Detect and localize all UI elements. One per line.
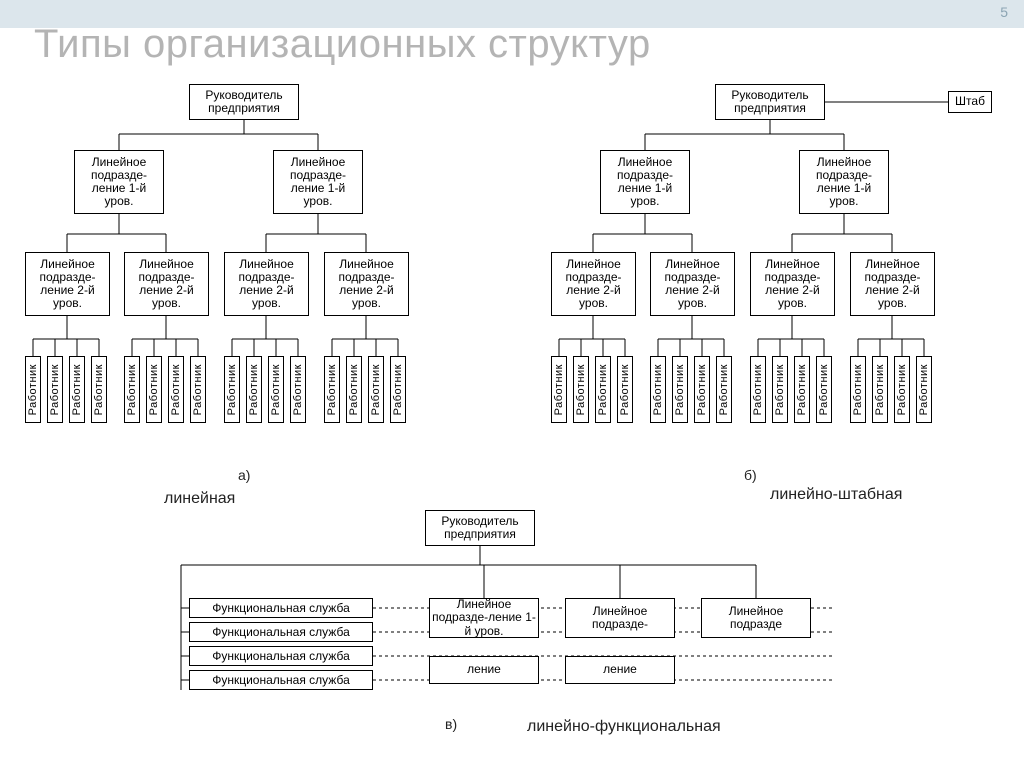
caption-c: линейно-функциональная [527,718,721,736]
worker-box: Работник [268,356,284,423]
worker-box: Работник [617,356,633,423]
worker-box: Работник [650,356,666,423]
l2-box: Линейное подразде-ление 2-й уров. [850,252,935,316]
tree-linear: Руководитель предприятия Линейное подраз… [14,84,474,494]
worker-box: Работник [69,356,85,423]
func-box: Функциональная служба [189,670,373,690]
caption-b: линейно-штабная [770,486,902,504]
worker-box: Работник [872,356,888,423]
head-box-c: Руководитель предприятия [425,510,535,546]
worker-box: Работник [772,356,788,423]
lin-box-bottom: ление [565,656,675,684]
func-box: Функциональная служба [189,646,373,666]
head-box: Руководитель предприятия [189,84,299,120]
letter-b: б) [744,467,757,483]
worker-box: Работник [146,356,162,423]
func-box: Функциональная служба [189,598,373,618]
worker-box: Работник [894,356,910,423]
lin-box-short: Линейное подразде [701,598,811,638]
l2-box: Линейное подразде-ление 2-й уров. [124,252,209,316]
worker-box: Работник [168,356,184,423]
worker-box: Работник [551,356,567,423]
worker-box: Работник [346,356,362,423]
page-title: Типы организационных структур [34,22,651,67]
lin-box-top: Линейное подразде- [565,598,675,638]
worker-box: Работник [290,356,306,423]
l2-box: Линейное подразде-ление 2-й уров. [551,252,636,316]
worker-box: Работник [368,356,384,423]
worker-box: Работник [224,356,240,423]
l1-box: Линейное подразде-ление 1-й уров. [600,150,690,214]
worker-box: Работник [91,356,107,423]
letter-a: а) [238,467,250,483]
func-box: Функциональная служба [189,622,373,642]
worker-box: Работник [672,356,688,423]
worker-box: Работник [324,356,340,423]
caption-a: линейная [164,490,235,508]
l2-box: Линейное подразде-ление 2-й уров. [224,252,309,316]
l1-box: Линейное подразде-ление 1-й уров. [799,150,889,214]
worker-box: Работник [25,356,41,423]
worker-box: Работник [850,356,866,423]
tree-linear-functional: Руководитель предприятия Функциональная … [165,510,855,740]
worker-box: Работник [750,356,766,423]
worker-box: Работник [794,356,810,423]
l2-box: Линейное подразде-ление 2-й уров. [650,252,735,316]
letter-c: в) [445,716,457,732]
l1-box: Линейное подразде-ление 1-й уров. [74,150,164,214]
l2-box: Линейное подразде-ление 2-й уров. [25,252,110,316]
worker-box: Работник [47,356,63,423]
worker-box: Работник [816,356,832,423]
staff-box: Штаб [948,91,992,113]
page-number: 5 [1000,4,1008,20]
worker-box: Работник [716,356,732,423]
worker-box: Работник [390,356,406,423]
l1-box: Линейное подразде-ление 1-й уров. [273,150,363,214]
l2-box: Линейное подразде-ление 2-й уров. [750,252,835,316]
worker-box: Работник [916,356,932,423]
lin-box-top: Линейное подразде-ление 1-й уров. [429,598,539,638]
worker-box: Работник [190,356,206,423]
l2-box: Линейное подразде-ление 2-й уров. [324,252,409,316]
worker-box: Работник [694,356,710,423]
worker-box: Работник [595,356,611,423]
worker-box: Работник [124,356,140,423]
lin-box-bottom: ление [429,656,539,684]
head-box: Руководитель предприятия [715,84,825,120]
worker-box: Работник [246,356,262,423]
tree-linear-staff: Руководитель предприятия Штаб Линейное п… [540,84,1000,494]
worker-box: Работник [573,356,589,423]
